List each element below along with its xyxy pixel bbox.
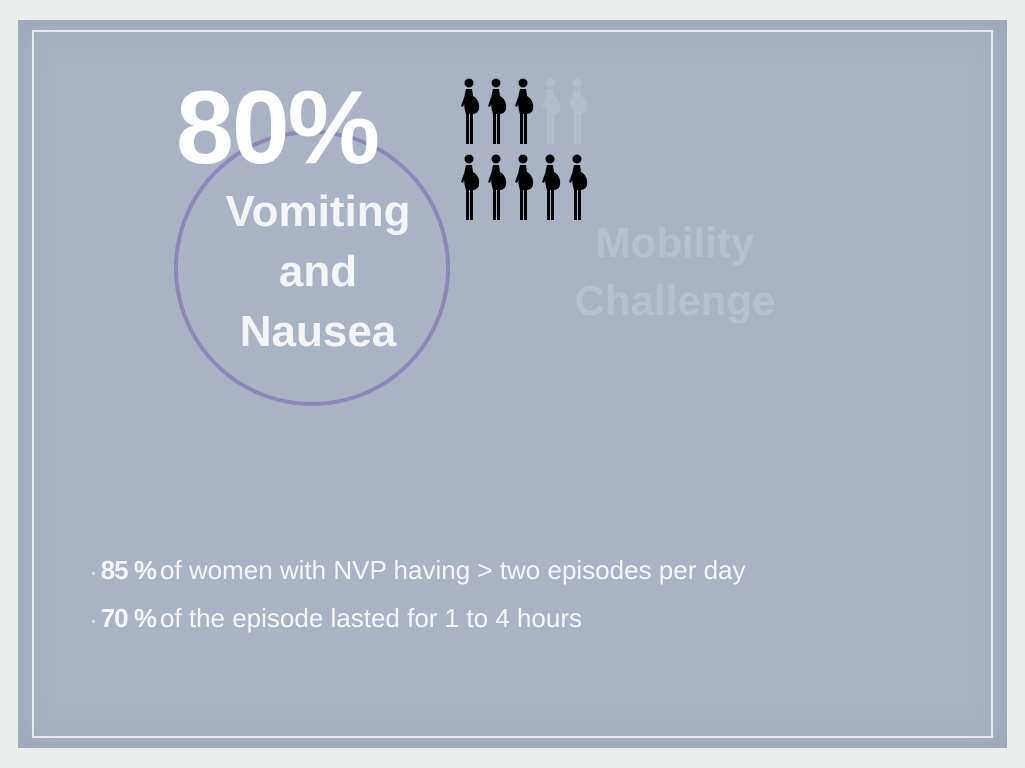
pictogram-row [458, 78, 598, 146]
pictogram [458, 78, 598, 230]
bullet-list: · 85 % of women with NVP having > two epis… [90, 552, 746, 648]
pregnant-woman-icon [488, 78, 507, 144]
pregnant-woman-icon [515, 154, 534, 220]
bullet-item: · 70 % of the episode lasted for 1 to 4 ho… [90, 600, 746, 648]
bullet-number: 85 % [100, 555, 157, 585]
bullet-item: · 85 % of women with NVP having > two epis… [90, 552, 746, 600]
pregnant-woman-icon [542, 78, 561, 144]
headline-label-line: and [278, 247, 358, 296]
headline-percent: 80% [176, 70, 380, 186]
bullet-text: of women with NVP having > two episodes … [159, 555, 746, 585]
bullet-dot: · [90, 562, 97, 584]
faded-label: Mobility Challenge [560, 214, 790, 330]
pregnant-woman-icon [542, 154, 561, 220]
faded-label-line: Challenge [574, 277, 776, 324]
pictogram-row [458, 154, 598, 222]
slide [18, 20, 1007, 748]
circle-ring [174, 130, 450, 406]
slide-border [32, 30, 993, 738]
headline-label: Vomiting and Nausea [198, 182, 438, 362]
pregnant-woman-icon [569, 154, 588, 220]
pregnant-woman-icon [461, 78, 480, 144]
bullet-dot: · [90, 610, 97, 632]
pregnant-woman-icon [515, 78, 534, 144]
pregnant-woman-icon [488, 154, 507, 220]
headline-label-line: Vomiting [225, 187, 411, 236]
headline-label-line: Nausea [239, 307, 397, 356]
pregnant-woman-icon [569, 78, 588, 144]
bullet-number: 70 % [100, 603, 157, 633]
pregnant-woman-icon [461, 154, 480, 220]
bullet-text: of the episode lasted for 1 to 4 hours [159, 603, 582, 633]
faded-label-line: Mobility [595, 219, 755, 266]
